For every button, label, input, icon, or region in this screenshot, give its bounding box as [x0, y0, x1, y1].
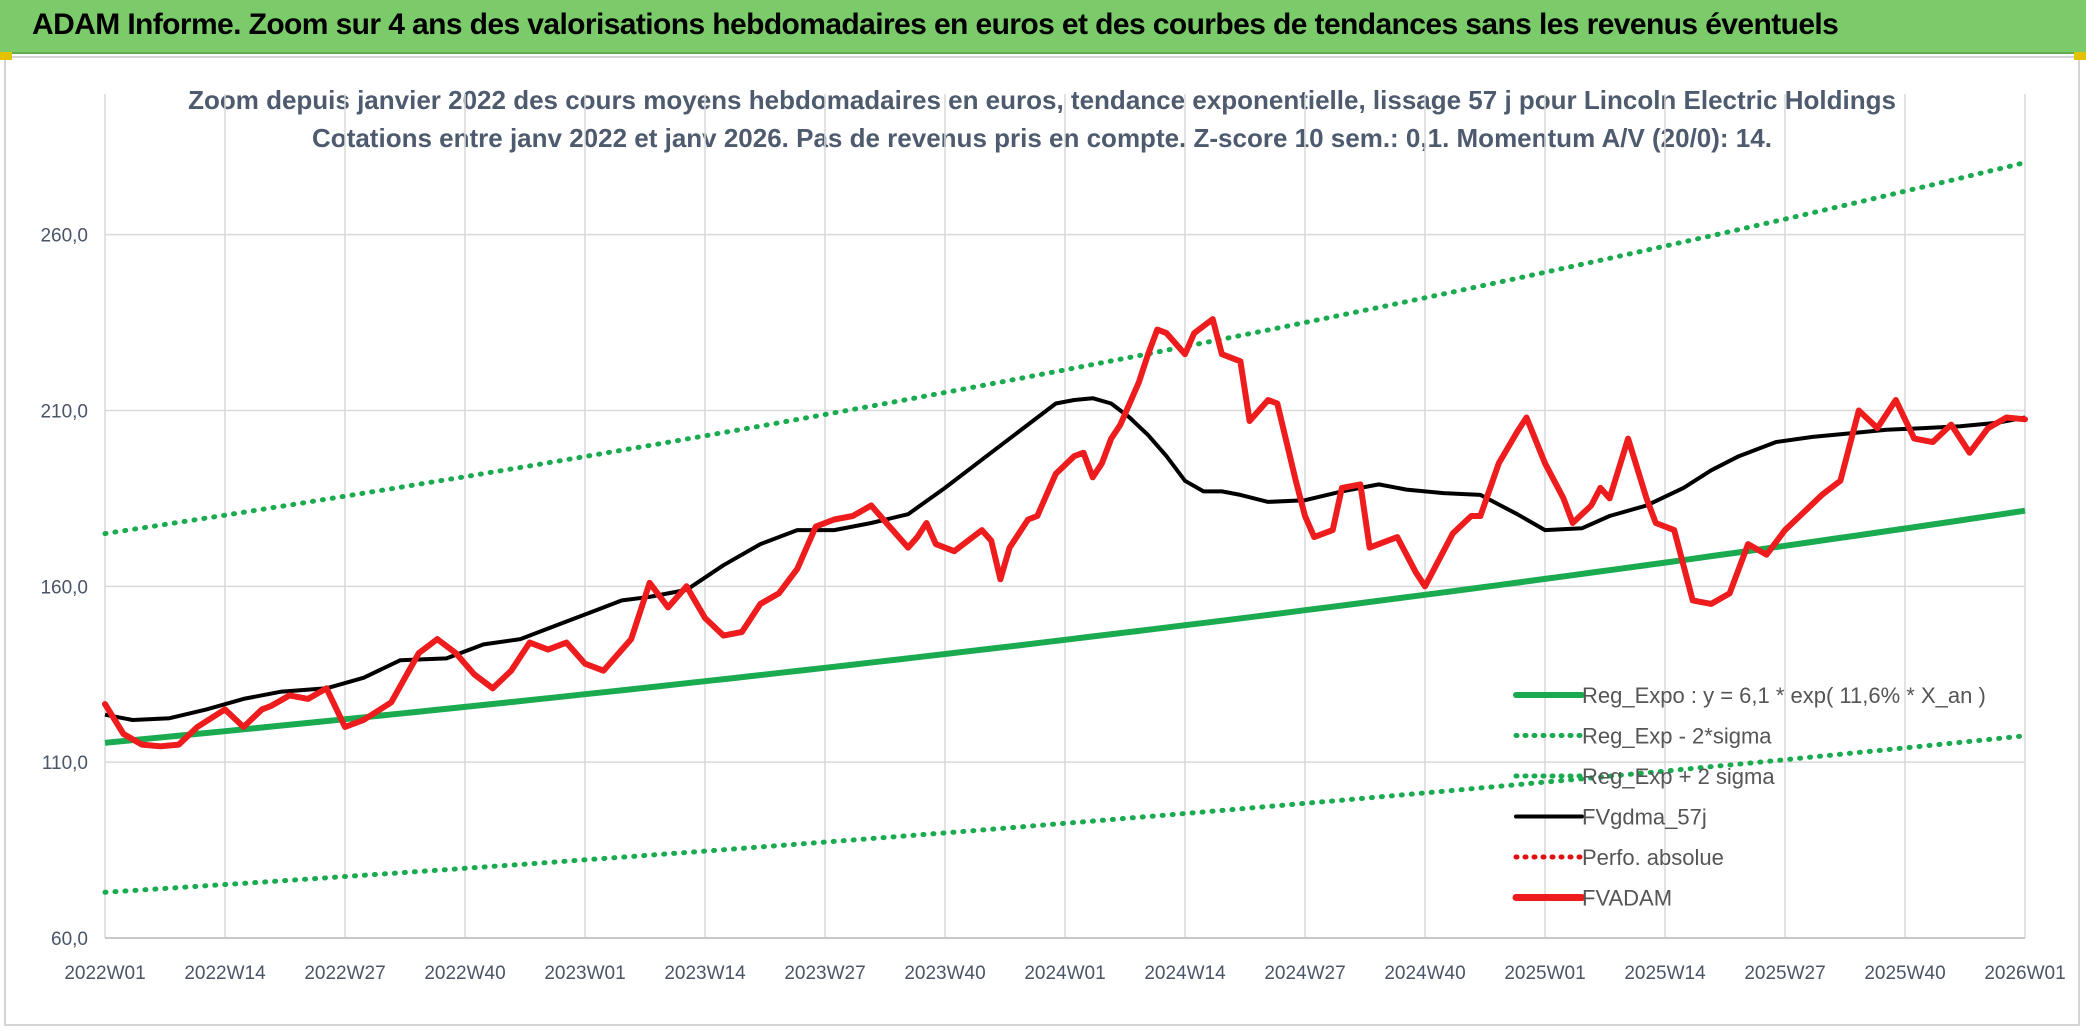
x-tick-label: 2023W01	[544, 963, 625, 984]
x-tick-label: 2023W40	[904, 963, 985, 984]
legend: Reg_Expo : y = 6,1 * exp( 11,6% * X_an )…	[1512, 683, 1986, 911]
legend-label: Perfo. absolue	[1582, 845, 1724, 870]
x-tick-label: 2022W40	[424, 963, 505, 984]
legend-label: Reg_Exp + 2 sigma	[1582, 764, 1775, 789]
x-tick-label: 2024W40	[1384, 963, 1465, 984]
x-tick-label: 2022W01	[64, 963, 145, 984]
grid-lines	[104, 94, 2026, 939]
x-tick-label: 2025W14	[1624, 963, 1706, 984]
x-tick-label: 2025W40	[1864, 963, 1945, 984]
x-tick-label: 2023W27	[784, 963, 865, 984]
legend-label: Reg_Expo : y = 6,1 * exp( 11,6% * X_an )	[1582, 683, 1986, 708]
corner-marker-tr	[2074, 52, 2086, 60]
x-tick-label: 2022W27	[304, 963, 385, 984]
x-tick-label: 2024W14	[1144, 963, 1226, 984]
series-upper-band	[102, 160, 2028, 537]
series-lower-band	[102, 733, 2028, 895]
corner-marker-tl	[0, 52, 12, 60]
series-lines	[102, 160, 2028, 895]
y-tick-label: 110,0	[42, 753, 88, 774]
y-axis-ticks: 60,0 110,0 160,0 210,0 260,0	[40, 226, 88, 950]
x-tick-label: 2024W27	[1264, 963, 1345, 984]
chart-subtitle: Cotations entre janv 2022 et janv 2026. …	[312, 123, 1772, 153]
legend-label: FVgdma_57j	[1582, 805, 1707, 830]
x-tick-label: 2025W01	[1504, 963, 1585, 984]
x-tick-label: 2023W14	[664, 963, 746, 984]
x-tick-label: 2026W01	[1984, 963, 2065, 984]
chart-frame: Zoom depuis janvier 2022 des cours moyen…	[4, 56, 2080, 1026]
legend-label: Reg_Exp - 2*sigma	[1582, 724, 1772, 749]
banner-title: ADAM Informe. Zoom sur 4 ans des valoris…	[32, 8, 1839, 41]
y-tick-label: 260,0	[40, 226, 88, 247]
x-tick-label: 2024W01	[1024, 963, 1105, 984]
series-fvadam	[102, 316, 2028, 750]
chart-title: Zoom depuis janvier 2022 des cours moyen…	[188, 85, 1896, 115]
header-banner: ADAM Informe. Zoom sur 4 ans des valoris…	[0, 0, 2086, 54]
x-tick-label: 2025W27	[1744, 963, 1825, 984]
series-reg-expo	[104, 507, 2026, 746]
y-tick-label: 60,0	[51, 929, 88, 950]
series-fvgdma-57j	[104, 396, 2026, 722]
x-axis-ticks: 2022W01 2022W14 2022W27 2022W40 2023W01 2023W…	[64, 963, 2065, 984]
line-chart: Zoom depuis janvier 2022 des cours moyen…	[40, 85, 2065, 984]
legend-label: FVADAM	[1582, 886, 1672, 911]
y-tick-label: 210,0	[40, 402, 88, 423]
x-tick-label: 2022W14	[184, 963, 266, 984]
y-tick-label: 160,0	[40, 577, 88, 598]
